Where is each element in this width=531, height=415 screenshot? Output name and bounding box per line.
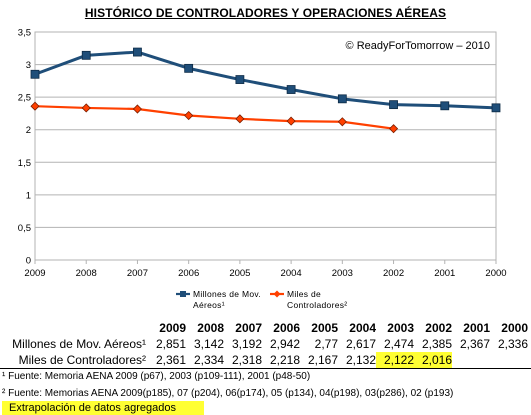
legend-label: Miles de <box>287 289 321 299</box>
separator-line <box>0 368 531 369</box>
x-tick-label: 2006 <box>178 268 199 279</box>
data-point <box>286 116 296 126</box>
data-point <box>184 110 194 121</box>
watermark: © ReadyForTomorrow – 2010 <box>346 40 490 52</box>
x-axis-ticks: 2009 2008 2007 2006 2005 2004 2003 2002 2001 2000 <box>24 260 507 279</box>
table-header-blank <box>0 320 148 336</box>
table-cell: 2,942 <box>269 337 300 351</box>
legend-marker <box>180 291 186 297</box>
legend-label: Millones de Mov. <box>193 289 261 299</box>
table-cell <box>490 352 528 368</box>
x-tick-label: 2007 <box>127 268 148 279</box>
data-point <box>388 124 399 134</box>
table-header-year: 2001 <box>463 321 490 335</box>
table-cell: 2,122 <box>376 352 414 368</box>
table-header-year: 2008 <box>197 321 224 335</box>
footnote-2: ² Fuente: Memorias AENA 2009(p185), 07 (… <box>2 388 454 399</box>
table-cell: 2,016 <box>414 352 452 368</box>
table-header-row: 2009 2008 2007 2006 2005 2004 2003 2002 2001 2000 <box>0 320 528 336</box>
data-table: 2009 2008 2007 2006 2005 2004 2003 2002 2001 2000… <box>0 320 528 368</box>
table-cell: 2,851 <box>155 337 186 351</box>
data-point <box>235 75 245 84</box>
table-row-label: Millones de Mov. Aéreos¹ <box>12 337 146 351</box>
data-point <box>491 103 501 113</box>
data-point <box>81 103 91 113</box>
legend-marker <box>273 290 281 298</box>
y-tick-label: 1,5 <box>18 158 31 169</box>
table-cell: 3,192 <box>231 337 262 351</box>
table-header-year: 2007 <box>235 321 262 335</box>
data-point <box>133 47 142 57</box>
legend-label: Controladores² <box>287 300 347 310</box>
data-point <box>389 100 398 110</box>
table-cell: 2,318 <box>231 353 262 367</box>
data-point <box>286 85 296 94</box>
table-cell: 2,385 <box>421 337 452 351</box>
data-point <box>81 50 91 60</box>
table-header-year: 2003 <box>387 321 414 335</box>
series-1 <box>30 47 501 113</box>
series-2 <box>30 101 399 134</box>
y-tick-label: 2 <box>26 125 31 136</box>
data-point <box>132 104 143 114</box>
table-header-year: 2002 <box>425 321 452 335</box>
x-tick-label: 2004 <box>281 268 302 279</box>
table-header-year: 2005 <box>311 321 338 335</box>
table-header-year: 2004 <box>349 321 376 335</box>
data-point <box>440 101 450 111</box>
data-point <box>30 101 40 111</box>
y-tick-label: 1 <box>26 190 31 201</box>
table-cell: 2,218 <box>269 353 300 367</box>
legend: Millones de Mov.Aéreos¹ Miles deControlad… <box>176 289 347 310</box>
data-point <box>184 63 194 73</box>
y-tick-label: 0,5 <box>18 223 31 234</box>
series-line <box>34 50 497 110</box>
table-cell: 2,77 <box>314 337 338 351</box>
table-cell: 2,367 <box>459 337 490 351</box>
table-header-year: 2006 <box>273 321 300 335</box>
y-axis-ticks: 0 0,5 1 1,5 2 2,5 3 3,5 <box>18 28 31 267</box>
table-cell: 2,361 <box>155 353 186 367</box>
x-tick-label: 2002 <box>383 268 404 279</box>
x-tick-label: 2003 <box>332 268 353 279</box>
table-header-year: 2009 <box>159 321 186 335</box>
table-cell: 2,474 <box>383 337 414 351</box>
table-row: Millones de Mov. Aéreos¹ 2,851 3,142 3,192 2… <box>0 336 528 352</box>
x-tick-label: 2009 <box>24 268 45 279</box>
table-cell: 2,334 <box>193 353 224 367</box>
table-cell: 2,132 <box>345 353 376 367</box>
series-group <box>30 47 501 134</box>
grid-lines <box>35 31 496 261</box>
table-row: Miles de Controladores² 2,361 2,334 2,318 2,… <box>0 352 528 368</box>
x-tick-label: 2000 <box>485 268 506 279</box>
data-point <box>235 114 245 124</box>
legend-label: Aéreos¹ <box>193 300 225 310</box>
table-cell: 2,336 <box>497 337 528 351</box>
data-point <box>337 94 347 104</box>
y-tick-label: 3 <box>26 60 31 71</box>
table-cell: 2,167 <box>307 353 338 367</box>
footnote-1: ¹ Fuente: Memoria AENA 2009 (p67), 2003 … <box>2 371 311 382</box>
plot-frame <box>34 31 497 261</box>
y-tick-label: 0 <box>26 256 31 267</box>
highlight-legend: Extrapolación de datos agregados <box>2 401 204 415</box>
series-line <box>34 105 394 130</box>
table-cell <box>452 352 490 368</box>
y-tick-label: 2,5 <box>18 93 31 104</box>
chart-title: HISTÓRICO DE CONTROLADORES Y OPERACIONES… <box>84 6 447 20</box>
x-tick-label: 2001 <box>434 268 455 279</box>
table-header-year: 2000 <box>501 321 528 335</box>
table-cell: 2,617 <box>345 337 376 351</box>
y-tick-label: 3,5 <box>18 28 31 39</box>
data-point <box>30 69 40 79</box>
table-cell: 3,142 <box>193 337 224 351</box>
x-tick-label: 2005 <box>229 268 250 279</box>
table-row-label: Miles de Controladores² <box>18 353 146 367</box>
data-point <box>337 117 347 127</box>
x-tick-label: 2008 <box>76 268 97 279</box>
line-chart: 00,511,522,533,5 2009 2008 2007 2006 2005 200… <box>18 28 507 311</box>
